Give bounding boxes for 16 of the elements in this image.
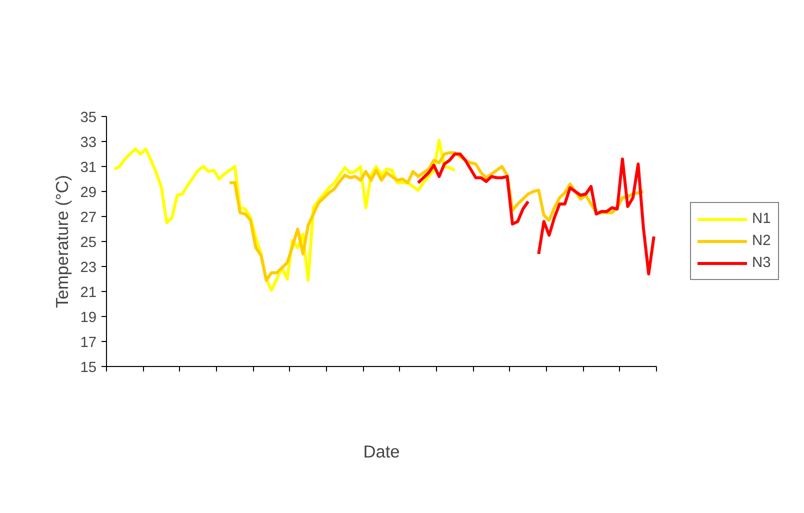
legend-label: N1 xyxy=(752,211,772,227)
x-axis-title: Date xyxy=(363,442,400,462)
y-tick-label: 19 xyxy=(80,310,97,326)
y-tick-label: 15 xyxy=(80,360,97,376)
y-tick-label: 25 xyxy=(80,235,97,251)
y-tick-label: 17 xyxy=(80,335,97,351)
legend-label: N2 xyxy=(752,233,772,249)
y-tick-label: 35 xyxy=(80,110,97,126)
y-tick-label: 31 xyxy=(80,160,97,176)
y-axis-title: Temperature (°C) xyxy=(52,174,72,308)
y-tick-label: 27 xyxy=(80,210,97,226)
y-tick-label: 33 xyxy=(80,135,97,151)
y-tick-label: 29 xyxy=(80,185,97,201)
legend-label: N3 xyxy=(752,255,772,271)
y-tick-label: 21 xyxy=(80,285,97,301)
y-tick-label: 23 xyxy=(80,260,97,276)
